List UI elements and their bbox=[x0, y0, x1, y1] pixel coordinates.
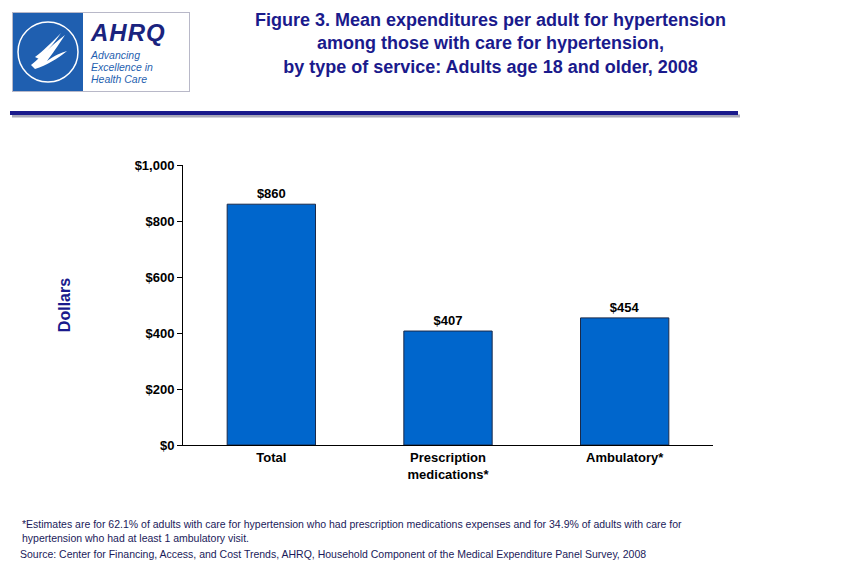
html-text:Health Care: Health Care bbox=[91, 73, 147, 85]
html-text:Excellence in: Excellence in bbox=[91, 61, 153, 73]
svg-text:$1,000: $1,000 bbox=[135, 158, 175, 173]
html-text:AHRQ: AHRQ bbox=[91, 19, 166, 46]
svg-text:$200: $200 bbox=[145, 382, 174, 397]
svg-text:$400: $400 bbox=[145, 326, 174, 341]
svg-text:$600: $600 bbox=[145, 270, 174, 285]
svg-text:Prescriptionmedications*: Prescriptionmedications* bbox=[408, 450, 490, 482]
svg-text:Dollars: Dollars bbox=[56, 278, 73, 332]
html-text:Advancing: Advancing bbox=[91, 49, 140, 61]
svg-text:$0: $0 bbox=[160, 438, 174, 453]
svg-text:$860: $860 bbox=[257, 186, 286, 201]
svg-text:Figure 3. Mean expenditures pe: Figure 3. Mean expenditures per adult fo… bbox=[255, 10, 726, 77]
svg-text:*Estimates are for 62.1% of ad: *Estimates are for 62.1% of adults with … bbox=[22, 518, 682, 544]
svg-text:$407: $407 bbox=[434, 313, 463, 328]
svg-text:$800: $800 bbox=[145, 214, 174, 229]
svg-text:Total: Total bbox=[256, 450, 286, 465]
svg-text:$454: $454 bbox=[610, 300, 640, 315]
svg-text:Ambulatory*: Ambulatory* bbox=[586, 450, 664, 465]
svg-text:Source: Center for Financing,: Source: Center for Financing, Access, an… bbox=[20, 548, 646, 560]
